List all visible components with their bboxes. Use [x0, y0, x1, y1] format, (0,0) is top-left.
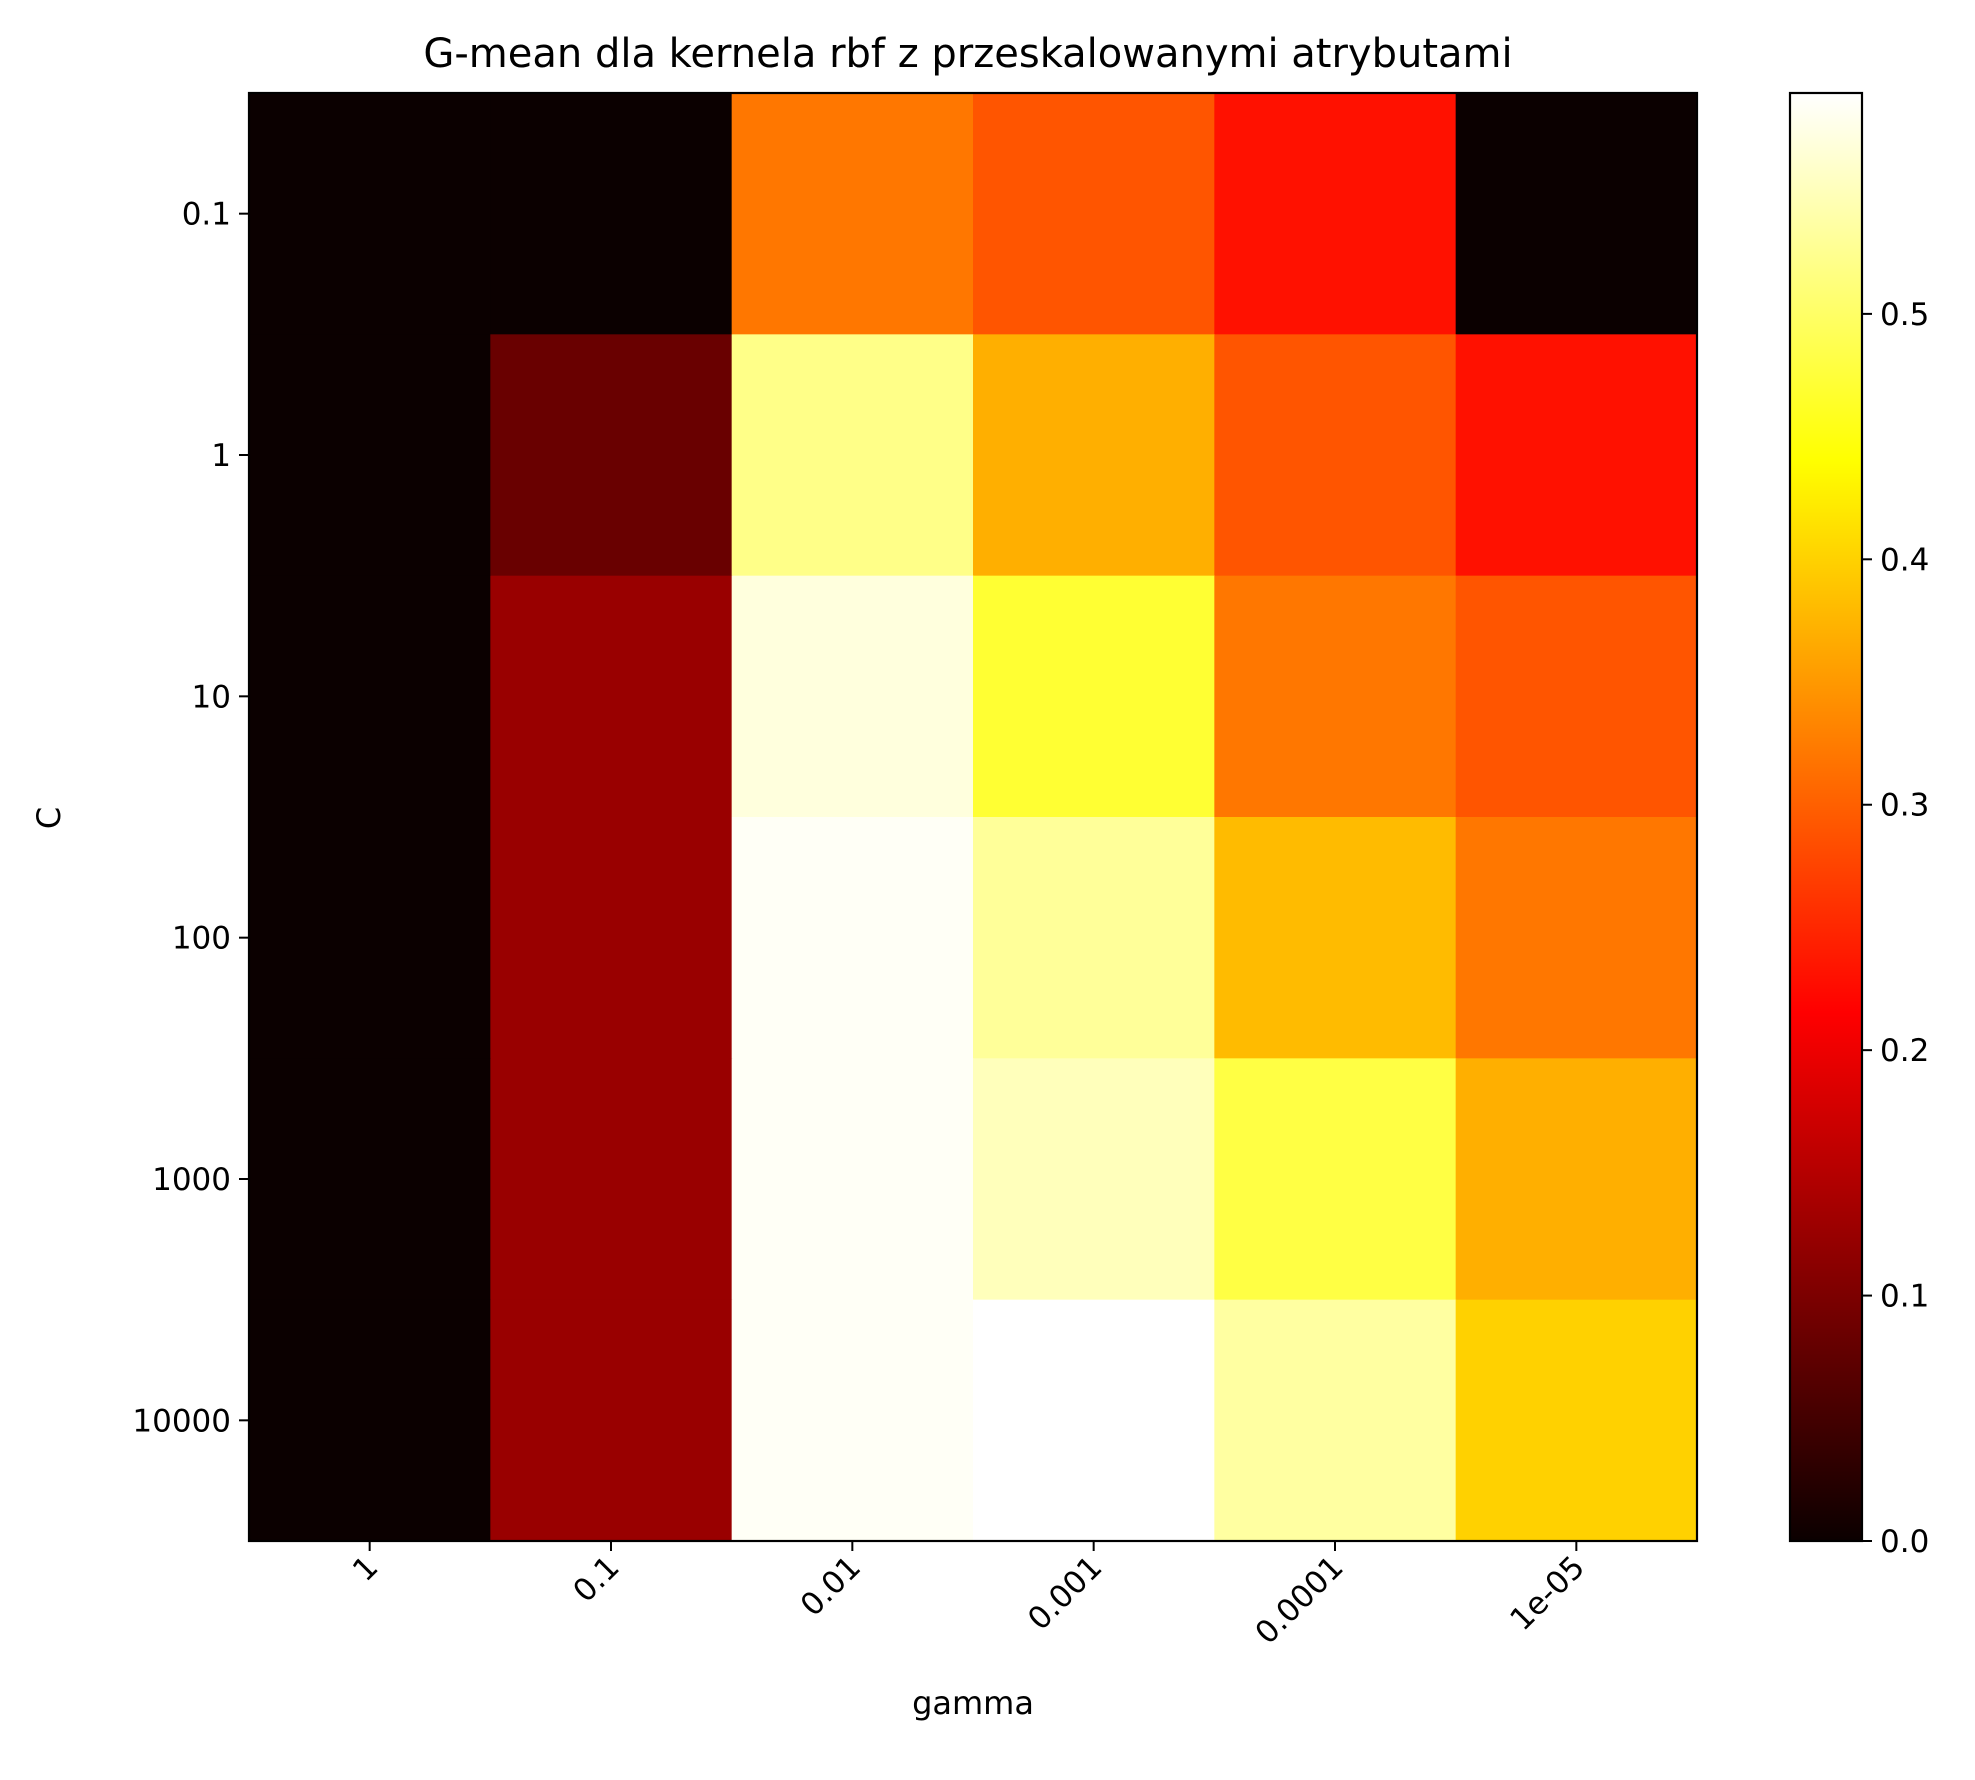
heatmap-cell: [973, 1299, 1215, 1542]
heatmap-cells: [249, 93, 1698, 1542]
heatmap-cell: [249, 817, 491, 1059]
heatmap-cell: [1455, 575, 1698, 818]
colorbar-tick-label: 0.4: [1880, 542, 1929, 578]
heatmap-cell: [1214, 1299, 1457, 1542]
heatmap-cell: [1214, 575, 1457, 818]
x-axis-label: gamma: [912, 1684, 1034, 1722]
heatmap-cell: [731, 93, 974, 335]
colorbar-tick-label: 0.5: [1880, 297, 1929, 333]
y-axis-label: C: [30, 807, 68, 829]
heatmap-cell: [731, 1058, 974, 1301]
heatmap-cell: [490, 817, 733, 1059]
colorbar: [1788, 91, 1864, 1543]
colorbar-tick-label: 0.1: [1880, 1279, 1929, 1315]
heatmap-cell: [1455, 1299, 1698, 1542]
heatmap-cell: [1214, 93, 1457, 335]
heatmap-cell: [731, 817, 974, 1059]
colorbar-tick-label: 0.0: [1880, 1524, 1929, 1560]
x-tick-label: 0.0001: [1248, 1549, 1350, 1651]
heatmap-cell: [973, 334, 1215, 577]
y-tick-label: 10000: [132, 1403, 231, 1439]
colorbar-tick-label: 0.2: [1880, 1033, 1929, 1069]
heatmap-cell: [731, 334, 974, 577]
heatmap-cell: [1455, 334, 1698, 577]
heatmap-cell: [973, 575, 1215, 818]
colorbar-ticks: 0.0 0.1 0.2 0.3 0.4 0.5: [1862, 297, 1929, 1560]
chart-title: G-mean dla kernela rbf z przeskalowanymi…: [423, 31, 1512, 77]
heatmap-cell: [490, 1058, 733, 1301]
heatmap-cell: [1214, 1058, 1457, 1301]
heatmap-cell: [249, 1058, 491, 1301]
y-axis-ticks: 0.1 1 10 100 1000 10000: [132, 197, 249, 1439]
heatmap-cell: [249, 575, 491, 818]
heatmap-cell: [249, 334, 491, 577]
heatmap-cell: [973, 1058, 1215, 1301]
plot-frame: [247, 91, 1699, 1543]
x-axis-ticks: 1 0.1 0.01 0.001 0.0001 1e-05: [346, 1541, 1592, 1651]
y-tick-label: 10: [192, 679, 231, 715]
heatmap-cell: [731, 1299, 974, 1542]
heatmap-cell: [249, 1299, 491, 1542]
heatmap-cell: [973, 93, 1215, 335]
heatmap-cell: [490, 575, 733, 818]
heatmap-cell: [1214, 817, 1457, 1059]
heatmap-cell: [731, 575, 974, 818]
y-tick-label: 100: [172, 921, 231, 957]
x-tick-label: 1: [346, 1549, 385, 1588]
heatmap-cell: [490, 1299, 733, 1542]
y-tick-label: 0.1: [182, 197, 231, 233]
y-tick-label: 1000: [152, 1162, 231, 1198]
heatmap-cell: [490, 334, 733, 577]
x-tick-label: 1e-05: [1503, 1549, 1592, 1638]
heatmap-cell: [1455, 817, 1698, 1059]
y-tick-label: 1: [211, 438, 231, 474]
heatmap-cell: [490, 93, 733, 335]
x-tick-label: 0.1: [566, 1549, 626, 1609]
heatmap-cell: [249, 93, 491, 335]
heatmap-cell: [973, 817, 1215, 1059]
heatmap-cell: [1455, 93, 1698, 335]
x-tick-label: 0.01: [794, 1549, 868, 1623]
heatmap-cell: [1214, 334, 1457, 577]
heatmap-cell: [1455, 1058, 1698, 1301]
colorbar-tick-label: 0.3: [1880, 788, 1929, 824]
x-tick-label: 0.001: [1021, 1549, 1109, 1637]
